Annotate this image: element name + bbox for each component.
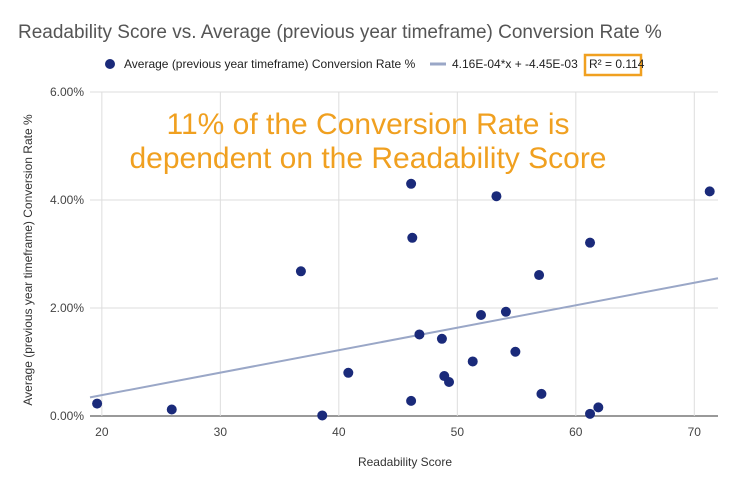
legend-series-label: Average (previous year timeframe) Conver… [124, 57, 416, 71]
y-tick-label: 2.00% [50, 301, 84, 315]
data-point [593, 402, 604, 413]
data-points [92, 178, 715, 421]
x-tick-label: 40 [332, 425, 346, 439]
data-point [406, 178, 417, 189]
data-point [295, 266, 306, 277]
y-tick-label: 6.00% [50, 85, 84, 99]
data-point [343, 367, 354, 378]
data-point [500, 306, 511, 317]
data-point [491, 191, 502, 202]
x-tick-label: 50 [451, 425, 465, 439]
data-point [534, 270, 545, 281]
legend-trendline-label: 4.16E-04*x + -4.45E-03 [452, 57, 578, 71]
data-point [166, 404, 177, 415]
y-tick-label: 4.00% [50, 193, 84, 207]
data-point [436, 333, 447, 344]
y-tick-label: 0.00% [50, 409, 84, 423]
data-point [92, 398, 103, 409]
legend: Average (previous year timeframe) Conver… [105, 53, 645, 77]
data-point [585, 237, 596, 248]
chart-title: Readability Score vs. Average (previous … [18, 22, 662, 43]
data-point [414, 329, 425, 340]
x-axis-ticks: 20 30 40 50 60 70 [95, 425, 701, 439]
legend-series-marker [105, 59, 115, 69]
data-point [536, 388, 547, 399]
annotation-line-2: dependent on the Readability Score [129, 142, 606, 175]
x-axis-title: Readability Score [358, 455, 452, 469]
data-point [585, 408, 596, 419]
data-point [467, 356, 478, 367]
x-tick-label: 70 [688, 425, 702, 439]
data-point [444, 376, 455, 387]
data-point [406, 395, 417, 406]
legend-r2-label: R² = 0.114 [589, 57, 645, 71]
data-point [704, 186, 715, 197]
data-point [407, 232, 418, 243]
r2-highlight-box [583, 53, 643, 77]
data-point [476, 310, 487, 321]
trendline [89, 277, 719, 399]
x-tick-label: 20 [95, 425, 109, 439]
data-point [510, 346, 521, 357]
x-tick-label: 30 [214, 425, 228, 439]
data-point [317, 410, 328, 421]
y-axis-title: Average (previous year timeframe) Conver… [21, 114, 35, 406]
y-axis-ticks: 0.00% 2.00% 4.00% 6.00% [50, 85, 84, 423]
x-tick-label: 60 [569, 425, 583, 439]
annotation-line-1: 11% of the Conversion Rate is [167, 108, 570, 141]
gridlines [90, 91, 718, 417]
